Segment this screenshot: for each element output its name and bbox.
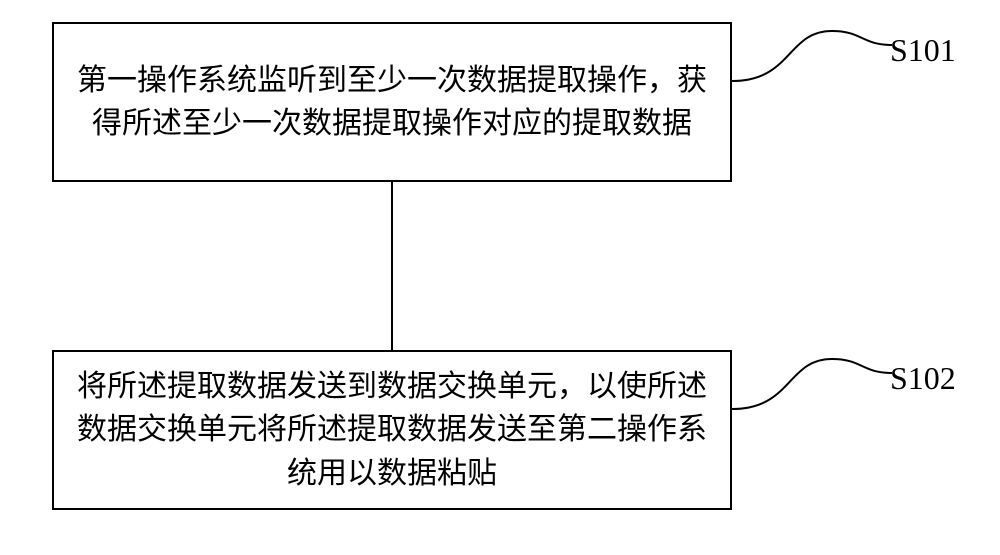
brace-s101-svg: [732, 23, 892, 83]
connector-s101-s102: [391, 182, 393, 350]
flow-step-s101: 第一操作系统监听到至少一次数据提取操作，获得所述至少一次数据提取操作对应的提取数…: [52, 22, 732, 182]
step-label-s102: S102: [890, 360, 956, 397]
brace-s101: [732, 23, 892, 83]
brace-s102: [732, 351, 892, 411]
flow-step-s102-text: 将所述提取数据发送到数据交换单元，以使所述数据交换单元将所述提取数据发送至第二操…: [74, 365, 710, 496]
flow-step-s101-text: 第一操作系统监听到至少一次数据提取操作，获得所述至少一次数据提取操作对应的提取数…: [74, 59, 710, 146]
step-label-s101: S101: [890, 32, 956, 69]
flow-step-s102: 将所述提取数据发送到数据交换单元，以使所述数据交换单元将所述提取数据发送至第二操…: [52, 350, 732, 510]
flowchart-canvas: 第一操作系统监听到至少一次数据提取操作，获得所述至少一次数据提取操作对应的提取数…: [0, 0, 1000, 555]
brace-s102-svg: [732, 351, 892, 411]
